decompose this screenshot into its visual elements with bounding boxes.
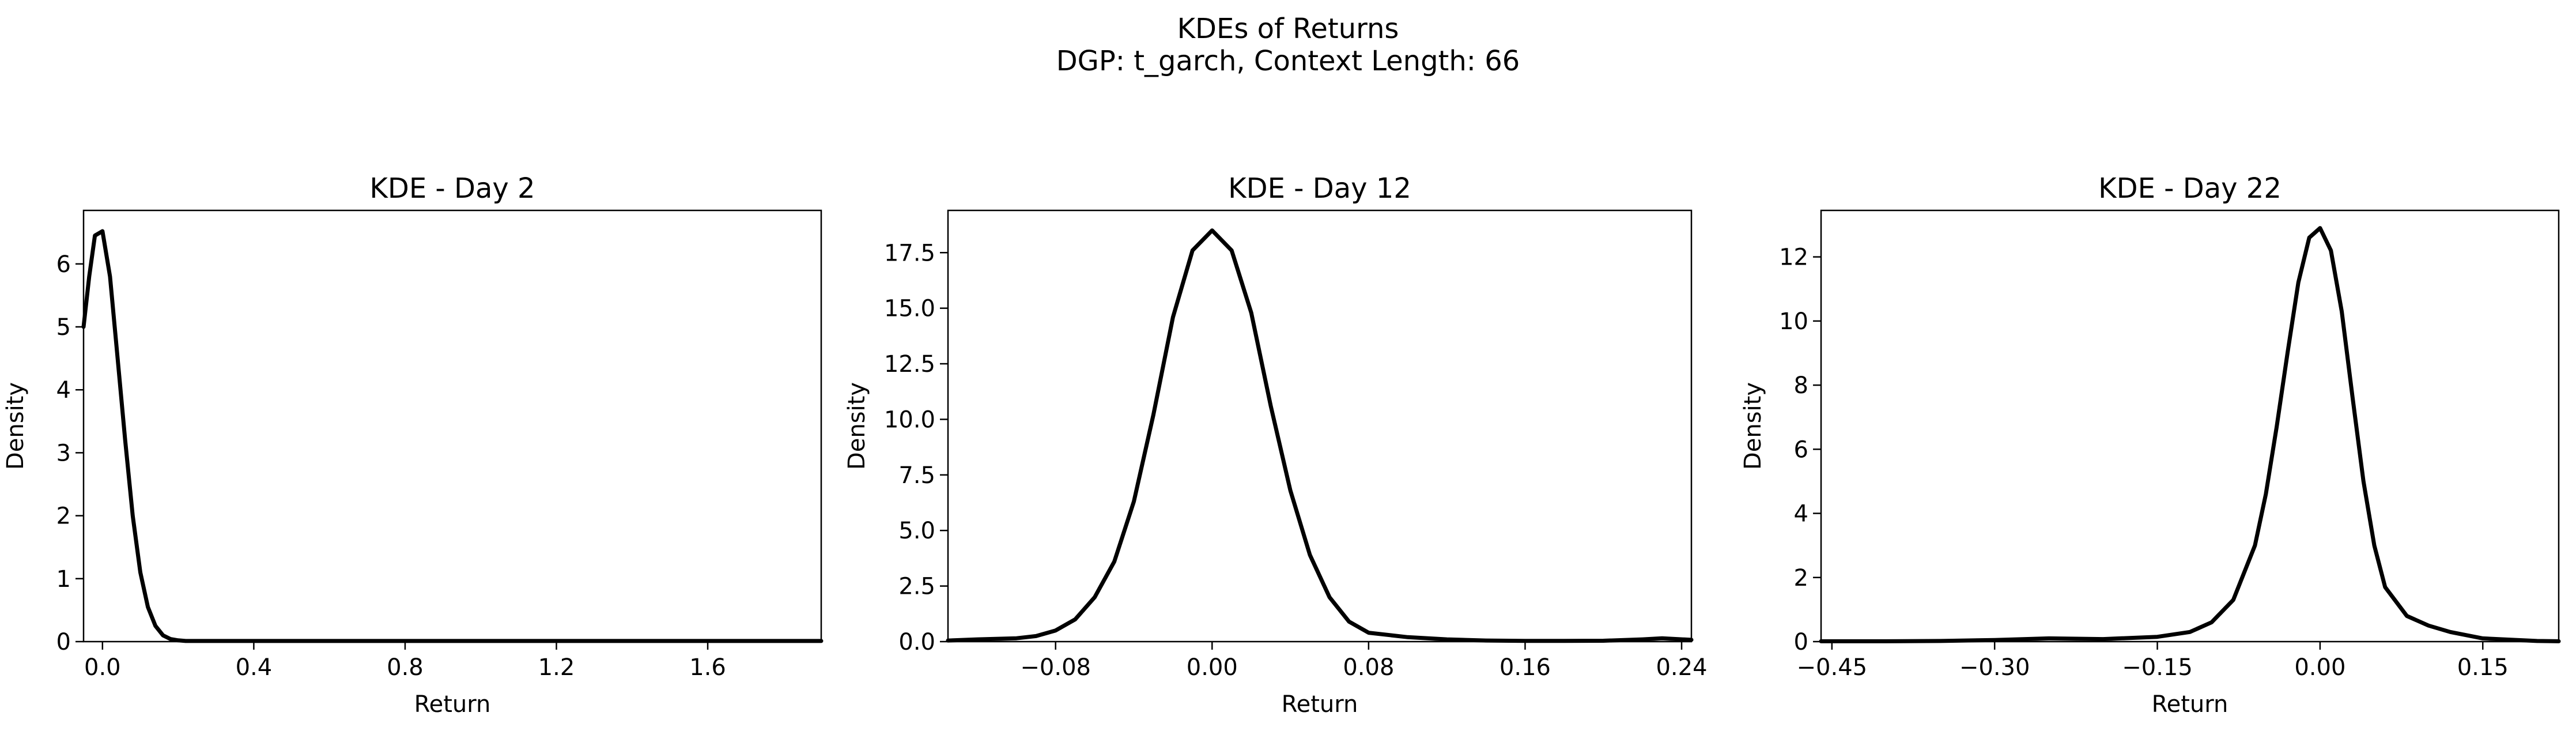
x-tick-label: 0.0 <box>84 654 121 681</box>
x-tick-label: 0.16 <box>1499 654 1551 681</box>
y-tick-label: 17.5 <box>884 240 935 266</box>
y-tick-label: 8 <box>1794 372 1808 399</box>
x-tick-label: −0.45 <box>1797 654 1868 681</box>
y-tick-label: 12.5 <box>884 351 935 378</box>
y-axis-label-2: Density <box>844 382 870 470</box>
x-tick-label: −0.15 <box>2122 654 2193 681</box>
y-tick-label: 5.0 <box>898 518 935 544</box>
x-tick-label: 1.6 <box>689 654 726 681</box>
subplot-title-3: KDE - Day 22 <box>2098 172 2282 205</box>
y-tick-label: 4 <box>56 377 71 404</box>
x-axis-label-1: Return <box>414 691 491 718</box>
y-tick-label: 12 <box>1779 244 1808 271</box>
kde-curve-1 <box>81 229 824 643</box>
subplot-title-2: KDE - Day 12 <box>1228 172 1411 205</box>
y-tick-label: 10 <box>1779 308 1808 335</box>
y-tick-label: 2 <box>1794 565 1808 591</box>
figure-title: KDEs of Returns <box>1177 13 1399 45</box>
x-tick-label: 0.15 <box>2457 654 2509 681</box>
axes-frame-2 <box>947 209 1693 643</box>
y-tick-label: 2 <box>56 503 71 530</box>
x-tick-label: 0.00 <box>2294 654 2345 681</box>
y-tick-label: 6 <box>1794 436 1808 463</box>
y-tick-label: 0.0 <box>898 629 935 655</box>
y-axis-label-1: Density <box>2 382 29 470</box>
y-tick-label: 5 <box>56 314 71 341</box>
x-tick-label: 0.00 <box>1187 654 1238 681</box>
axes-frame-1 <box>82 209 822 643</box>
y-tick-label: 4 <box>1794 501 1808 527</box>
x-tick-label: 0.8 <box>387 654 424 681</box>
y-tick-label: 0 <box>1794 629 1808 655</box>
x-tick-label: −0.30 <box>1959 654 2030 681</box>
x-tick-label: −0.08 <box>1020 654 1091 681</box>
y-tick-label: 15.0 <box>884 296 935 322</box>
y-tick-label: 0 <box>56 629 71 655</box>
x-tick-label: 0.24 <box>1656 654 1707 681</box>
x-axis-label-2: Return <box>1282 691 1358 718</box>
y-tick-label: 1 <box>56 566 71 593</box>
y-tick-label: 6 <box>56 251 71 278</box>
x-tick-label: 1.2 <box>538 654 575 681</box>
axes-frame-3 <box>1820 209 2560 643</box>
y-tick-label: 7.5 <box>898 462 935 489</box>
subplot-title-1: KDE - Day 2 <box>369 172 535 205</box>
y-tick-label: 2.5 <box>898 574 935 600</box>
y-tick-label: 10.0 <box>884 406 935 433</box>
kde-curve-3 <box>1819 226 2561 643</box>
x-tick-label: 0.4 <box>236 654 273 681</box>
y-tick-label: 3 <box>56 440 71 466</box>
x-axis-label-3: Return <box>2152 691 2228 718</box>
x-tick-label: 0.08 <box>1343 654 1394 681</box>
kde-curve-2 <box>946 228 1694 643</box>
y-axis-label-3: Density <box>1740 382 1766 470</box>
figure-subtitle: DGP: t_garch, Context Length: 66 <box>1056 45 1520 77</box>
